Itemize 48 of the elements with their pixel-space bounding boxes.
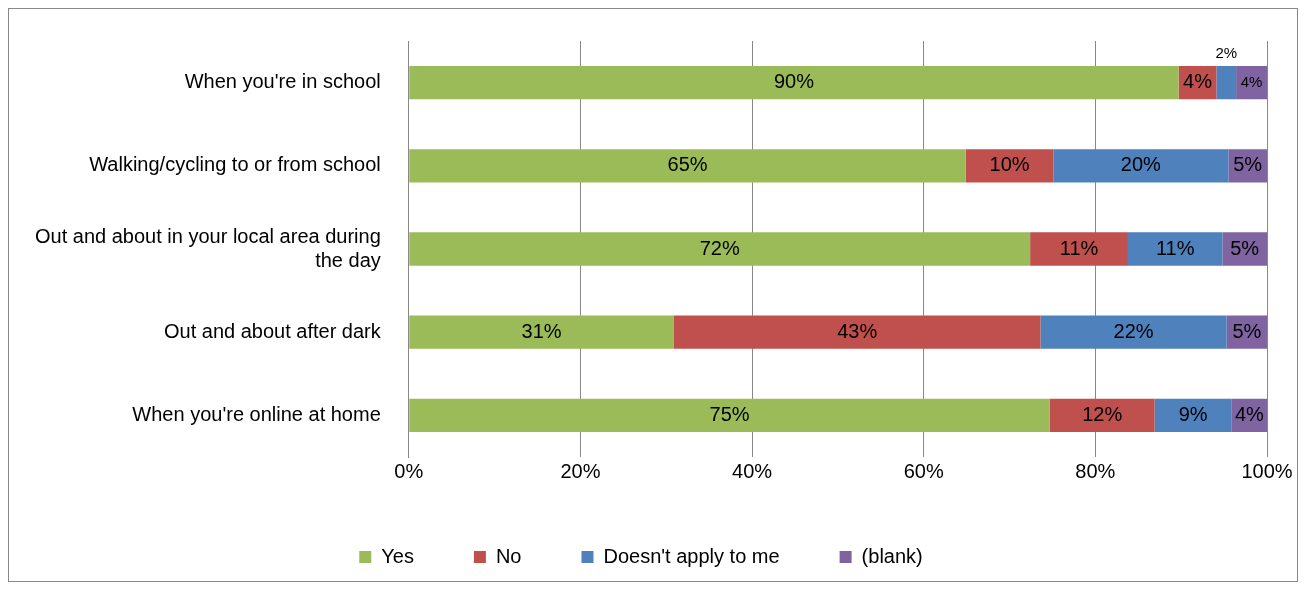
bar: [1040, 315, 1227, 349]
y-tick-label: Out and about after dark: [163, 319, 382, 342]
legend-label: (blank): [861, 544, 923, 567]
bar: [1030, 232, 1128, 266]
data-label: 9%: [1178, 402, 1208, 425]
bar: [1154, 398, 1232, 433]
y-tick-label: When you're online at home: [132, 402, 381, 425]
bar: [1216, 65, 1237, 100]
bar: [409, 149, 966, 183]
bar: [673, 315, 1041, 349]
legend-label: Yes: [381, 544, 414, 567]
data-label: 72%: [699, 236, 740, 259]
bar: [1053, 149, 1229, 183]
y-tick-label: Walking/cycling to or from school: [89, 153, 381, 176]
data-label: 2%: [1215, 44, 1238, 62]
data-label: 4%: [1240, 72, 1263, 90]
data-label: 11%: [1059, 236, 1099, 259]
data-label: 11%: [1155, 236, 1195, 259]
bar: [1127, 232, 1223, 266]
bar: [409, 398, 1050, 433]
legend-label: Doesn't apply to me: [603, 544, 780, 567]
data-label: 43%: [837, 319, 878, 342]
data-label: 5%: [1230, 236, 1260, 259]
x-tick-label: 20%: [560, 459, 601, 482]
bar: [409, 232, 1031, 266]
data-label: 75%: [709, 402, 750, 425]
data-label: 90%: [773, 70, 815, 93]
legend-label: No: [495, 544, 522, 567]
x-tick-label: 0%: [394, 459, 424, 482]
data-label: 12%: [1082, 402, 1123, 425]
data-label: 22%: [1113, 319, 1154, 342]
y-tick-label: When you're in school: [184, 70, 381, 93]
x-tick-label: 100%: [1241, 459, 1293, 482]
data-label: 31%: [521, 319, 562, 342]
bar: [409, 315, 674, 349]
bar: [1049, 398, 1155, 433]
data-label: 4%: [1234, 402, 1265, 425]
data-label: 5%: [1233, 153, 1263, 176]
x-tick-label: 40%: [732, 459, 773, 482]
y-tick-label: Out and about in your local area during the day: [35, 224, 381, 271]
x-tick-label: 60%: [903, 459, 944, 482]
data-label: 4%: [1183, 70, 1213, 93]
data-label: 10%: [989, 153, 1030, 176]
x-tick-label: 80%: [1075, 459, 1116, 482]
data-label: 65%: [667, 153, 708, 176]
data-label: 20%: [1120, 153, 1162, 176]
bar: [409, 65, 1179, 100]
data-label: 5%: [1232, 319, 1262, 342]
